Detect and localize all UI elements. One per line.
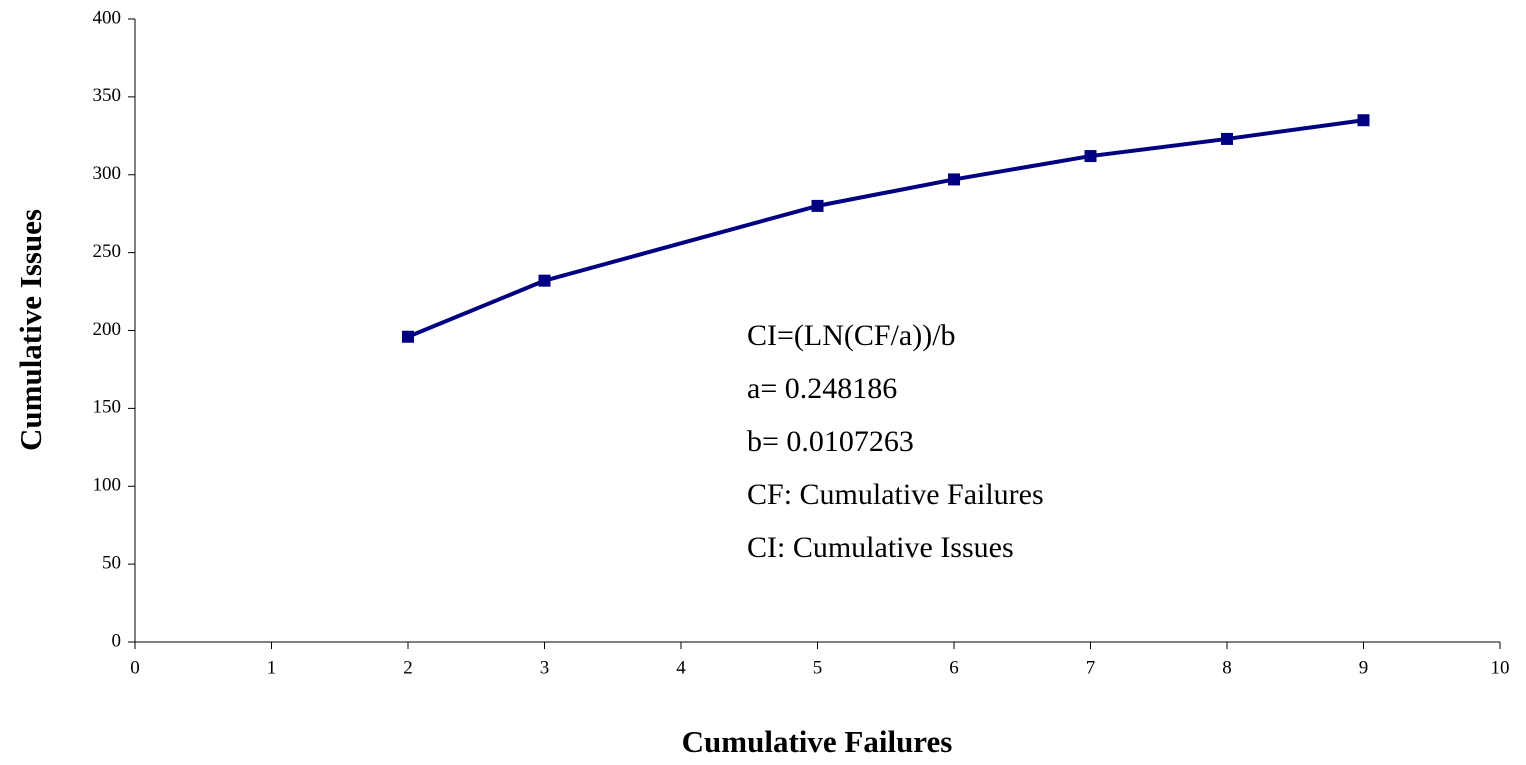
marker <box>538 274 551 287</box>
marker <box>402 330 414 343</box>
x-tick-label: 6 <box>949 657 959 678</box>
annotation: CI: Cumulative Issues <box>747 531 1014 564</box>
y-tick-label: 0 <box>112 630 122 651</box>
marker <box>1357 114 1370 127</box>
y-axis-title: Cumulative Issues <box>13 209 48 451</box>
y-tick-label: 250 <box>93 241 122 262</box>
y-tick-label: 300 <box>93 163 122 184</box>
y-tick-label: 350 <box>93 85 122 106</box>
x-tick-label: 10 <box>1491 657 1510 678</box>
annotation: a= 0.248186 <box>747 372 897 405</box>
y-tick-label: 50 <box>102 552 121 573</box>
x-tick-label: 0 <box>130 657 140 678</box>
series-line <box>407 118 1364 339</box>
x-tick-label: 7 <box>1086 657 1096 678</box>
y-tick-label: 100 <box>93 475 122 496</box>
x-tick-label: 2 <box>403 657 413 678</box>
marker <box>1084 150 1097 163</box>
annotation: CF: Cumulative Failures <box>747 478 1044 511</box>
x-axis-title: Cumulative Failures <box>682 724 953 759</box>
marker <box>811 199 824 212</box>
y-tick-label: 200 <box>93 319 122 340</box>
marker <box>948 173 960 186</box>
y-tick-label: 400 <box>93 7 122 28</box>
marker <box>1221 132 1233 145</box>
x-tick-label: 4 <box>676 657 686 678</box>
y-tick-label: 150 <box>93 397 122 418</box>
x-tick-label: 1 <box>267 657 277 678</box>
annotation: b= 0.0107263 <box>747 425 914 458</box>
x-tick-label: 5 <box>813 657 823 678</box>
x-tick-label: 3 <box>540 657 550 678</box>
annotation: CI=(LN(CF/a))/b <box>747 319 956 352</box>
x-tick-label: 9 <box>1359 657 1369 678</box>
x-tick-label: 8 <box>1222 657 1232 678</box>
